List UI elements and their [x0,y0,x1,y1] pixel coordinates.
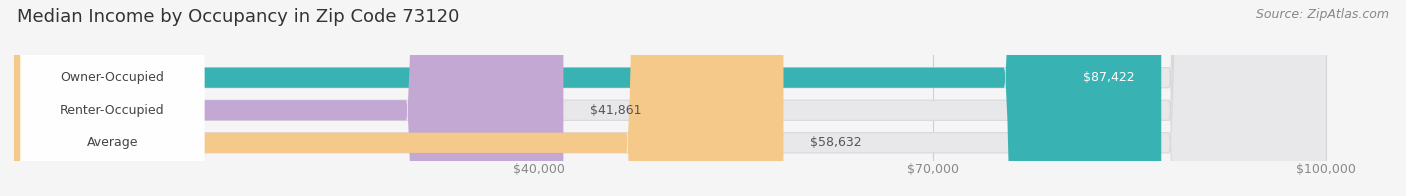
FancyBboxPatch shape [14,0,1161,196]
FancyBboxPatch shape [21,0,204,196]
FancyBboxPatch shape [14,0,564,196]
Text: Average: Average [87,136,138,149]
Text: Owner-Occupied: Owner-Occupied [60,71,165,84]
FancyBboxPatch shape [14,0,783,196]
FancyBboxPatch shape [21,0,204,196]
FancyBboxPatch shape [14,0,1326,196]
Text: $41,861: $41,861 [589,104,641,117]
Text: Median Income by Occupancy in Zip Code 73120: Median Income by Occupancy in Zip Code 7… [17,8,460,26]
Text: $87,422: $87,422 [1084,71,1135,84]
FancyBboxPatch shape [21,0,204,196]
FancyBboxPatch shape [14,0,1326,196]
FancyBboxPatch shape [14,0,1326,196]
Text: Renter-Occupied: Renter-Occupied [60,104,165,117]
Text: Source: ZipAtlas.com: Source: ZipAtlas.com [1256,8,1389,21]
Text: $58,632: $58,632 [810,136,862,149]
